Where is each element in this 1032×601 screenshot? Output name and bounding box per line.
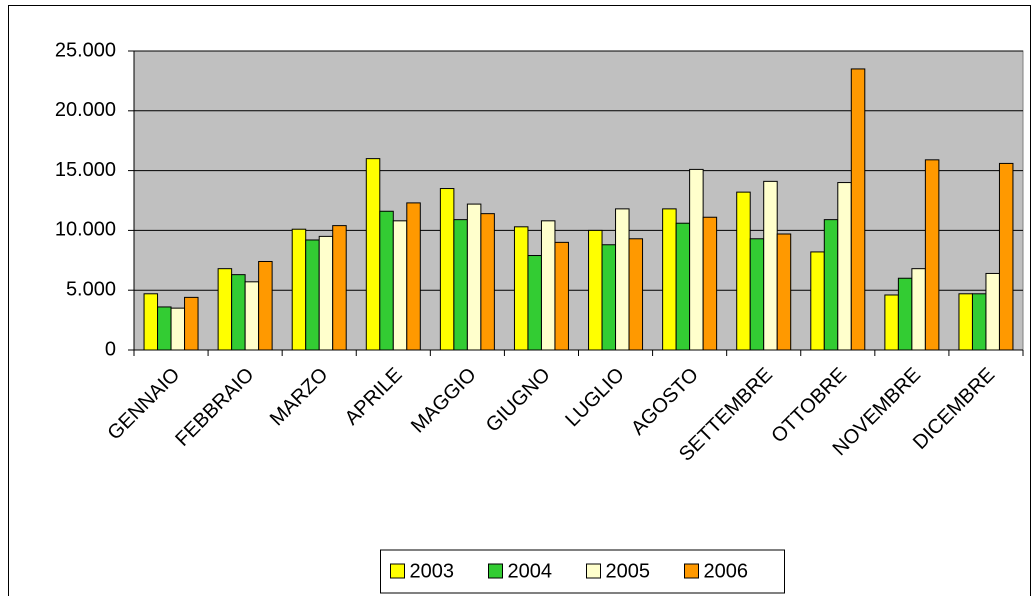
bar bbox=[850, 68, 866, 351]
bar bbox=[439, 188, 455, 351]
y-tick-label: 5.000 bbox=[66, 278, 116, 300]
bar bbox=[662, 208, 677, 351]
bar bbox=[466, 203, 482, 351]
legend-label: 2005 bbox=[606, 560, 651, 582]
bar bbox=[392, 220, 408, 351]
bar bbox=[554, 241, 569, 351]
bar bbox=[837, 182, 852, 351]
bar bbox=[763, 180, 778, 351]
bar bbox=[231, 274, 246, 351]
bar bbox=[305, 239, 320, 351]
bar bbox=[749, 238, 765, 351]
y-tick-label: 20.000 bbox=[55, 99, 116, 121]
bar bbox=[513, 226, 529, 351]
legend-label: 2004 bbox=[508, 560, 553, 582]
bar bbox=[675, 222, 691, 351]
y-tick-label: 10.000 bbox=[55, 219, 116, 241]
bar bbox=[258, 260, 273, 351]
bar bbox=[601, 244, 617, 351]
bar bbox=[453, 219, 468, 351]
bar bbox=[702, 216, 718, 351]
bar bbox=[244, 281, 260, 351]
bar bbox=[480, 213, 495, 351]
bar bbox=[615, 208, 630, 351]
y-tick-label: 15.000 bbox=[55, 159, 116, 181]
bar bbox=[897, 277, 913, 351]
bar bbox=[998, 162, 1014, 351]
bar bbox=[971, 293, 987, 351]
legend-box bbox=[380, 549, 785, 594]
bar bbox=[527, 255, 542, 351]
bar bbox=[985, 272, 1000, 351]
legend-swatch bbox=[488, 563, 503, 579]
bar bbox=[217, 268, 233, 351]
bar bbox=[588, 229, 603, 351]
bar bbox=[184, 296, 199, 351]
bar bbox=[332, 225, 347, 351]
bar bbox=[365, 158, 381, 351]
bar bbox=[379, 210, 394, 351]
bar bbox=[689, 168, 704, 351]
legend-label: 2006 bbox=[704, 560, 749, 582]
bar bbox=[540, 220, 556, 351]
bar bbox=[291, 228, 307, 351]
bar bbox=[924, 159, 940, 351]
bar bbox=[318, 235, 334, 351]
bar bbox=[911, 268, 926, 351]
bar bbox=[628, 238, 644, 351]
bar bbox=[406, 202, 421, 351]
bar bbox=[170, 307, 186, 351]
legend-swatch bbox=[390, 563, 405, 579]
legend-swatch bbox=[684, 563, 699, 579]
plot-area bbox=[133, 50, 1024, 351]
bar bbox=[884, 294, 899, 351]
bar bbox=[143, 293, 159, 351]
bar bbox=[810, 251, 825, 351]
y-tick-label: 0 bbox=[105, 338, 116, 360]
legend-label: 2003 bbox=[410, 560, 455, 582]
legend-swatch bbox=[586, 563, 601, 579]
bar bbox=[823, 219, 839, 351]
bar bbox=[736, 191, 751, 351]
y-tick-label: 25.000 bbox=[55, 39, 116, 61]
bar bbox=[776, 233, 792, 351]
bar bbox=[157, 306, 172, 351]
bar bbox=[958, 293, 973, 351]
